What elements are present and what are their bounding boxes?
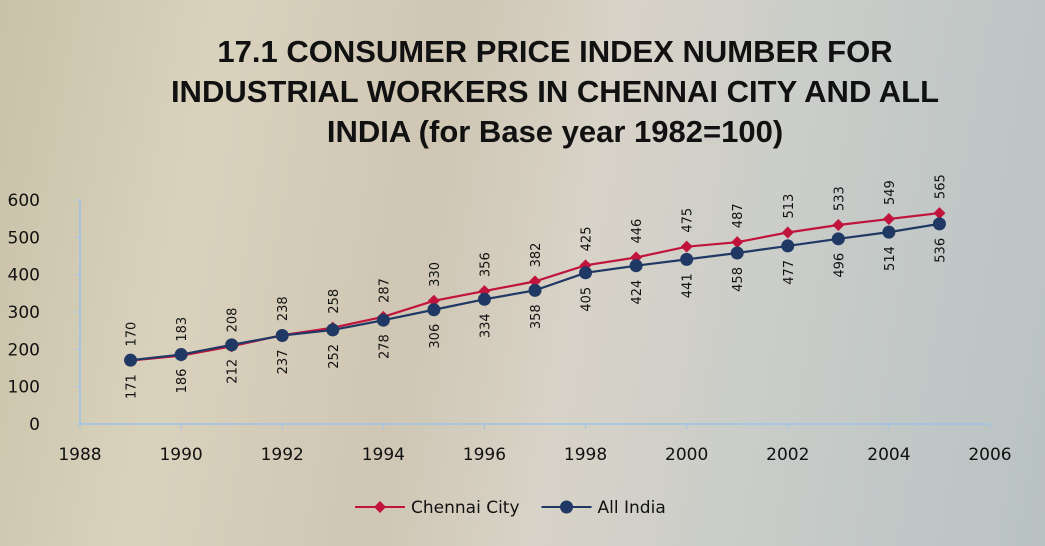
data-point: [680, 252, 694, 266]
data-label: 565: [933, 174, 948, 199]
y-tick-label: 500: [8, 228, 40, 248]
data-point: [832, 219, 845, 232]
data-label: 334: [478, 313, 493, 338]
data-label: 446: [630, 219, 645, 244]
data-label: 514: [883, 246, 898, 271]
data-label: 533: [832, 186, 847, 211]
legend-label: Chennai City: [411, 498, 520, 518]
data-label: 441: [681, 273, 696, 298]
data-label: 208: [226, 308, 241, 333]
chart-title: 17.1 CONSUMER PRICE INDEX NUMBER FOR IND…: [170, 34, 940, 149]
data-label: 252: [327, 344, 342, 369]
x-tick-label: 1988: [58, 445, 101, 465]
legend-label: All India: [598, 498, 666, 518]
x-tick-label: 1996: [463, 445, 506, 465]
data-point: [174, 348, 188, 362]
data-label: 475: [681, 208, 696, 233]
data-point: [124, 353, 138, 367]
data-point: [882, 213, 895, 226]
data-point: [781, 239, 795, 253]
x-tick-label: 2004: [867, 445, 910, 465]
data-point: [225, 338, 239, 352]
legend-marker: [560, 500, 574, 514]
data-point: [730, 246, 744, 260]
legend-marker: [374, 501, 386, 513]
data-point: [882, 225, 896, 239]
data-point: [831, 232, 845, 246]
data-label: 382: [529, 243, 544, 268]
x-tick-label: 1998: [564, 445, 607, 465]
data-label: 496: [832, 253, 847, 278]
data-point: [326, 323, 340, 337]
y-tick-label: 300: [8, 303, 40, 323]
data-label: 330: [428, 262, 443, 287]
y-tick-label: 0: [29, 415, 40, 435]
data-label: 425: [580, 227, 595, 252]
data-label: 477: [782, 260, 797, 285]
x-tick-label: 1992: [261, 445, 304, 465]
data-label: 405: [580, 287, 595, 312]
data-point: [529, 275, 541, 288]
data-label: 258: [327, 289, 342, 314]
data-point: [680, 240, 693, 253]
data-label: 212: [226, 359, 241, 384]
data-point: [781, 226, 794, 239]
data-label: 278: [377, 334, 392, 359]
data-point: [427, 303, 441, 317]
data-label: 170: [125, 322, 140, 347]
data-point: [932, 217, 946, 231]
y-tick-label: 100: [8, 378, 40, 398]
data-label: 549: [883, 180, 898, 205]
data-label: 487: [731, 203, 746, 228]
data-label: 287: [377, 278, 392, 303]
data-label: 356: [478, 252, 493, 277]
data-point: [275, 329, 289, 343]
data-label: 358: [529, 304, 544, 329]
data-label: 237: [276, 350, 291, 375]
data-point: [579, 266, 593, 280]
data-label: 513: [782, 194, 797, 219]
x-tick-label: 1990: [159, 445, 202, 465]
data-label: 458: [731, 267, 746, 292]
y-tick-label: 600: [8, 191, 40, 211]
data-point: [528, 283, 542, 297]
data-point: [731, 236, 744, 249]
x-tick-label: 2002: [766, 445, 809, 465]
x-tick-label: 2006: [968, 445, 1011, 465]
x-tick-label: 1994: [362, 445, 405, 465]
data-label: 424: [630, 280, 645, 305]
data-label: 536: [933, 238, 948, 263]
y-tick-label: 400: [8, 266, 40, 286]
data-label: 171: [125, 374, 140, 399]
data-point: [427, 294, 440, 307]
data-label: 306: [428, 324, 443, 349]
data-point: [376, 313, 390, 327]
x-tick-label: 2000: [665, 445, 708, 465]
data-label: 186: [175, 369, 190, 394]
data-label: 183: [175, 317, 190, 342]
y-tick-label: 200: [8, 340, 40, 360]
data-label: 238: [276, 296, 291, 321]
data-point: [629, 259, 643, 273]
data-point: [933, 207, 946, 220]
data-point: [477, 292, 491, 306]
